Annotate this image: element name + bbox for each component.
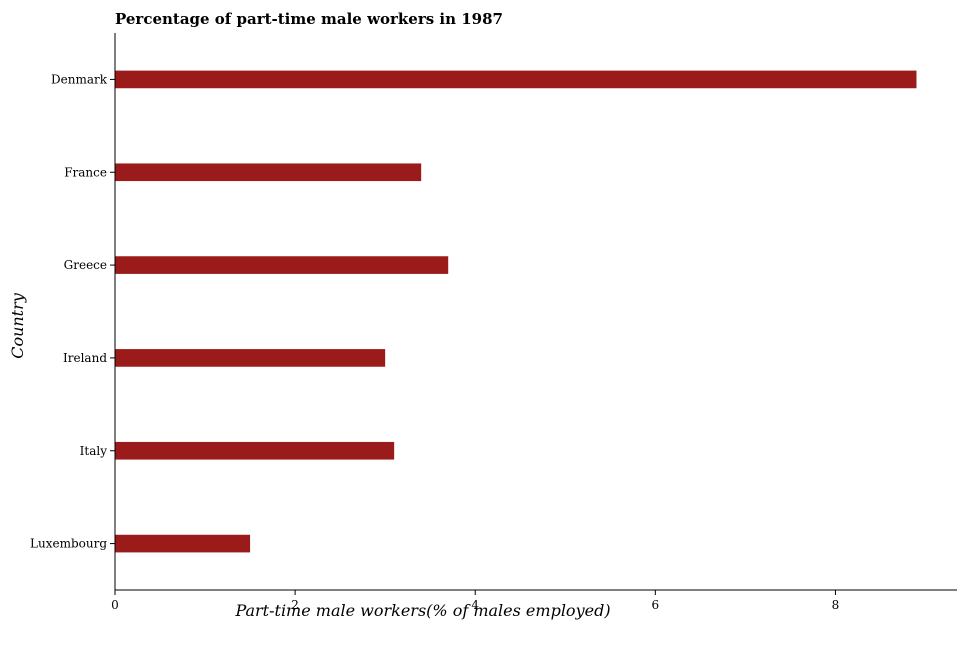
x-tick-label: 0 bbox=[111, 598, 119, 612]
y-axis-title: Country bbox=[8, 292, 27, 359]
x-axis-title: Part-time male workers(% of males employ… bbox=[234, 601, 610, 620]
x-tick-label: 2 bbox=[291, 598, 299, 612]
bar bbox=[115, 349, 386, 367]
y-tick-label: France bbox=[64, 165, 107, 179]
x-tick-label: 4 bbox=[471, 598, 479, 612]
y-tick-label: Ireland bbox=[63, 351, 107, 365]
plot-area: Denmark France Greece Ireland Italy Luxembour… bbox=[30, 33, 957, 612]
x-tick-label: 8 bbox=[832, 598, 840, 612]
bar bbox=[115, 256, 449, 274]
y-tick-label: Greece bbox=[64, 258, 107, 272]
y-tick-label: Luxembourg bbox=[30, 537, 107, 551]
y-tick-label: Italy bbox=[80, 444, 108, 458]
y-tick-label: Denmark bbox=[51, 72, 108, 86]
bar bbox=[115, 534, 251, 553]
x-tick-label: 6 bbox=[652, 598, 660, 612]
chart-title: Percentage of part-time male workers in … bbox=[115, 10, 503, 28]
bar bbox=[115, 163, 422, 182]
bar bbox=[115, 441, 395, 460]
bar bbox=[115, 70, 917, 89]
